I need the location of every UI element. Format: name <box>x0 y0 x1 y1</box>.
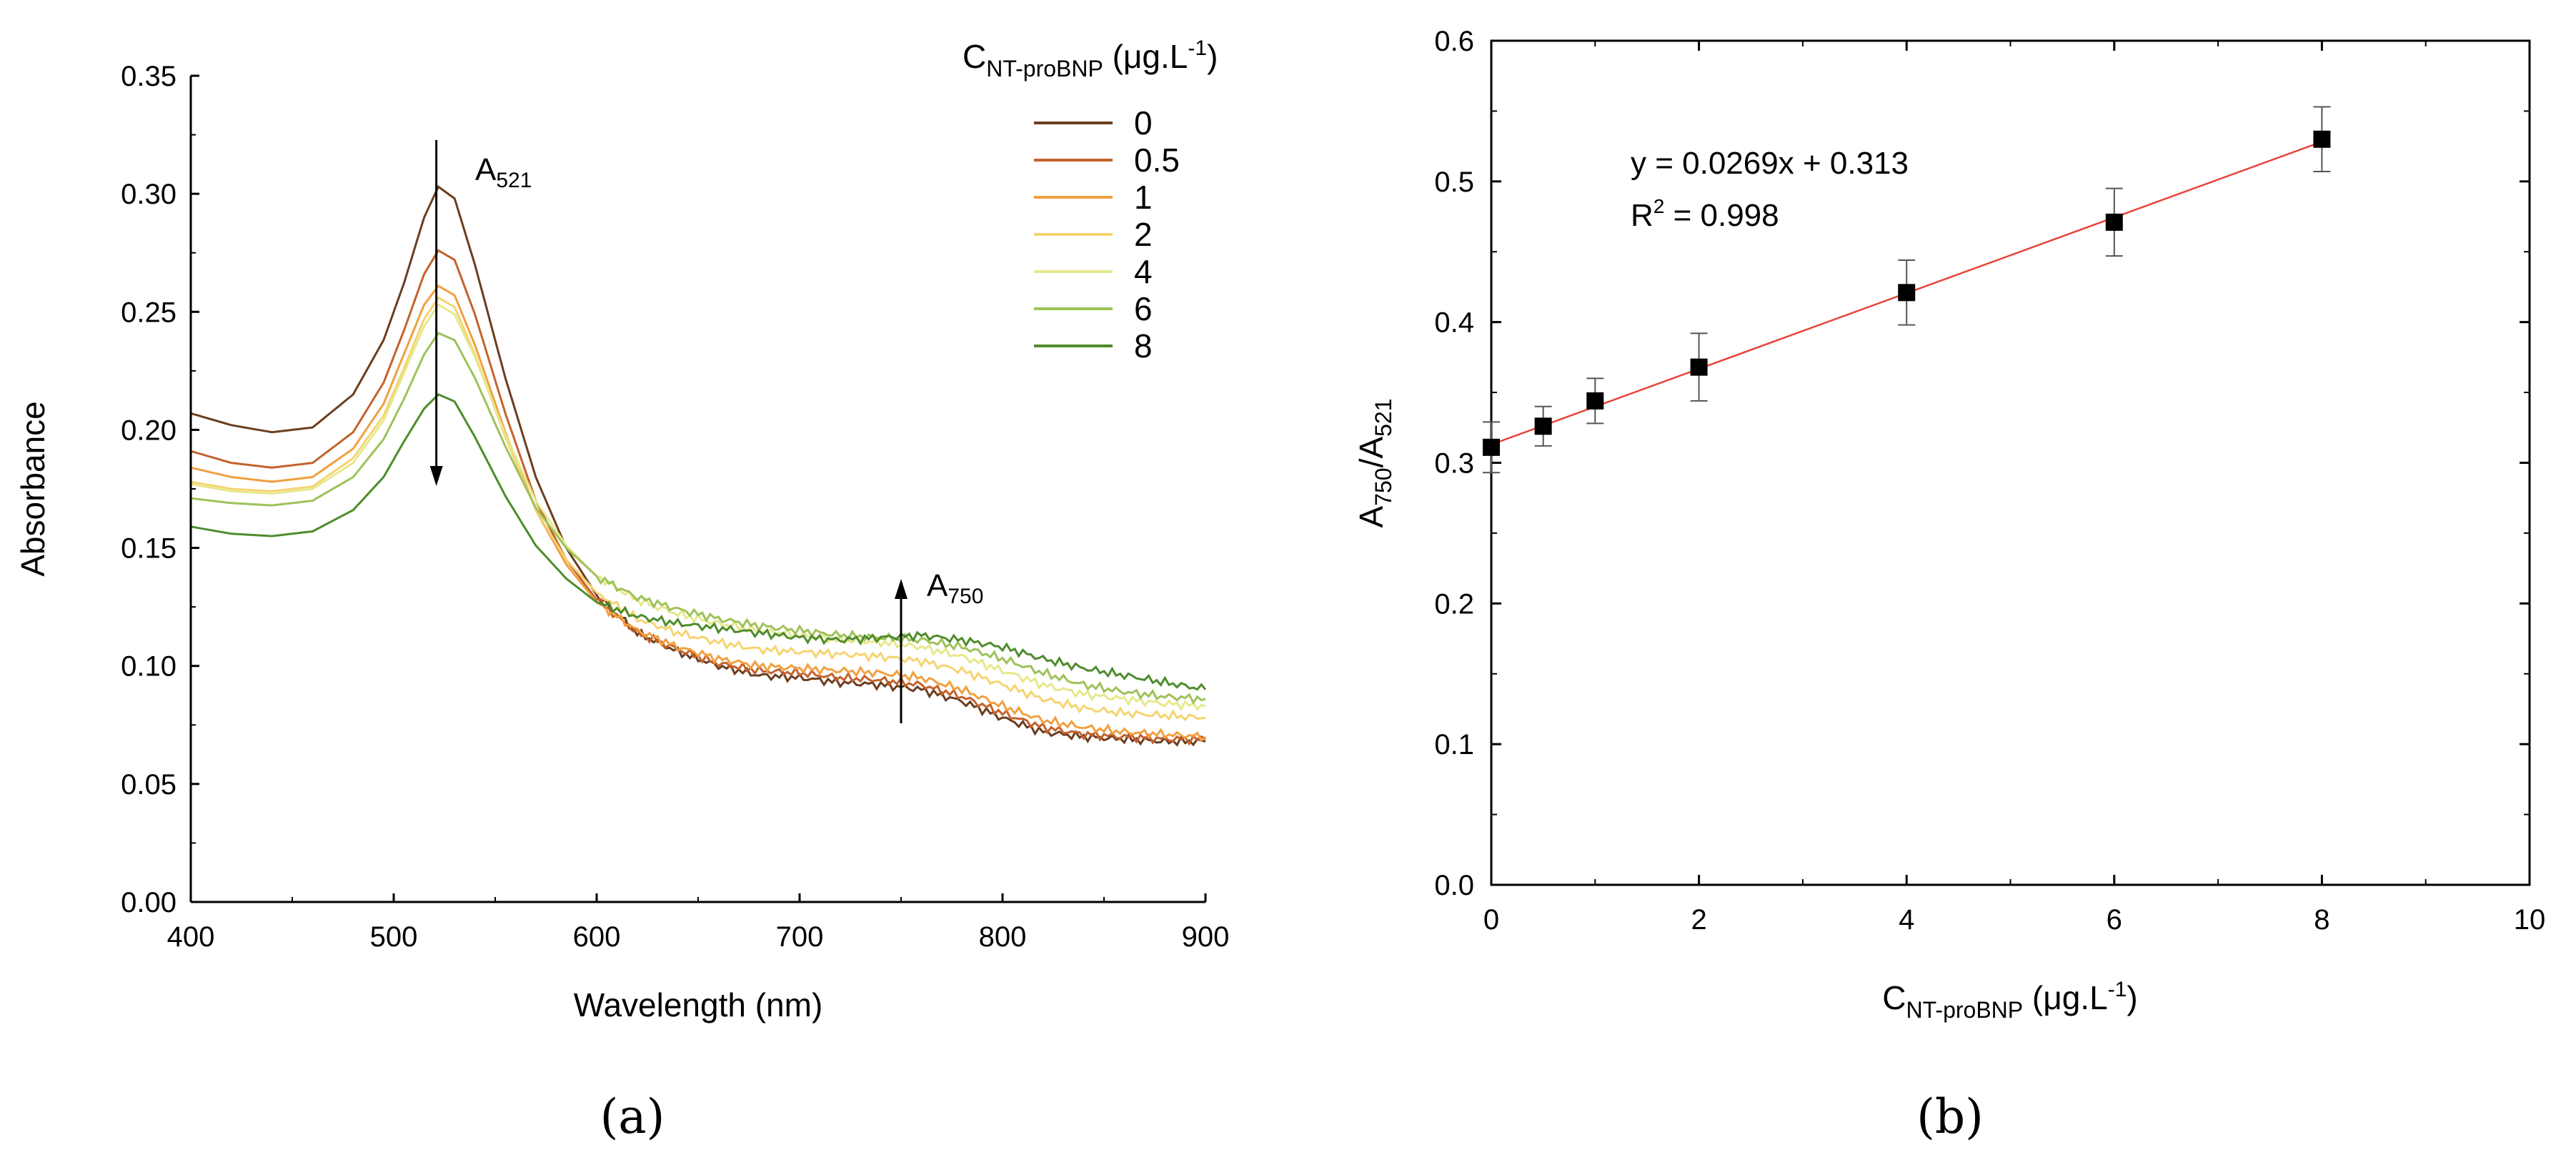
data-point <box>1534 405 1552 447</box>
data-point <box>1690 332 1708 402</box>
legend-label: 1 <box>1134 179 1153 216</box>
y-tick-label: 0.5 <box>1434 167 1474 198</box>
y-tick-label: 0.00 <box>121 887 176 918</box>
legend-label: 4 <box>1134 253 1153 290</box>
x-tick-label: 500 <box>370 921 418 953</box>
x-tick-label: 800 <box>979 921 1027 953</box>
legend-title: CNT-proBNP (μg.L-1) <box>963 36 1218 81</box>
spectrum-line-1 <box>190 284 1207 743</box>
r-squared: R2 = 0.998 <box>1631 195 1779 233</box>
panel-a-x-axis-title: Wavelength (nm) <box>574 986 823 1023</box>
panel-a-x-ticks: 400 500 600 700 800 900 <box>167 893 1230 953</box>
y-tick-label: 0.4 <box>1434 307 1474 339</box>
x-tick-label: 6 <box>2107 904 2122 936</box>
x-tick-label: 0 <box>1483 904 1499 936</box>
square-marker <box>1898 284 1916 302</box>
y-tick-label: 0.3 <box>1434 448 1474 480</box>
absorbance-curves <box>190 184 1207 747</box>
spectrum-line-6 <box>190 332 1206 705</box>
panel-b-y-axis-title: A750/A521 <box>1353 399 1396 528</box>
x-tick-label: 2 <box>1691 904 1706 936</box>
panel-a-y-ticks: 0.00 0.05 0.10 0.15 0.20 0.25 0.30 0.35 <box>121 61 199 918</box>
a750-arrow-head <box>895 579 907 599</box>
y-tick-label: 0.35 <box>121 61 176 92</box>
a521-arrow-head <box>429 466 443 486</box>
data-point <box>1483 421 1500 474</box>
panel-b-calibration-chart: 0 2 4 6 8 10 0.0 0.1 0.2 0.3 0.4 0.5 0.6 y = 0.0269… <box>1353 26 2545 1144</box>
panel-a-y-axis-title: Absorbance <box>14 401 51 577</box>
square-marker <box>1534 417 1552 435</box>
y-tick-label: 0.1 <box>1434 729 1474 760</box>
panel-b-x-axis-title: CNT-proBNP (μg.L-1) <box>1882 978 2137 1023</box>
a750-arrow-annotation: A750 <box>895 568 983 723</box>
legend-label: 0.5 <box>1134 142 1180 179</box>
y-tick-label: 0.2 <box>1434 588 1474 620</box>
x-tick-label: 600 <box>573 921 621 953</box>
spectrum-line-4 <box>190 303 1206 712</box>
y-tick-label: 0.05 <box>121 769 176 800</box>
a521-label: A521 <box>475 152 532 192</box>
y-tick-label: 0.0 <box>1434 870 1474 901</box>
spectrum-line-2 <box>190 296 1206 722</box>
data-point <box>2105 187 2123 257</box>
square-marker <box>2313 130 2331 148</box>
y-tick-label: 0.6 <box>1434 26 1474 57</box>
legend-label: 8 <box>1134 327 1153 365</box>
x-tick-label: 10 <box>2514 904 2546 936</box>
y-tick-label: 0.30 <box>121 179 176 210</box>
legend-label: 0 <box>1134 104 1153 142</box>
x-tick-label: 4 <box>1899 904 1914 936</box>
data-point <box>1898 259 1916 326</box>
data-point <box>2313 106 2331 173</box>
panel-b-x-ticks: 0 2 4 6 8 10 <box>1483 41 2545 936</box>
data-point <box>1586 377 1604 425</box>
a521-arrow-annotation: A521 <box>429 140 532 486</box>
square-marker <box>1690 358 1708 376</box>
calibration-points <box>1483 106 2331 474</box>
x-tick-label: 900 <box>1182 921 1230 953</box>
y-tick-label: 0.15 <box>121 533 176 565</box>
y-tick-label: 0.10 <box>121 651 176 683</box>
spectrum-line-0-5 <box>190 249 1206 746</box>
x-tick-label: 700 <box>776 921 824 953</box>
legend-label: 6 <box>1134 290 1153 327</box>
x-tick-label: 400 <box>167 921 215 953</box>
panel-b-label: (b) <box>1916 1089 1984 1144</box>
y-tick-label: 0.20 <box>121 415 176 446</box>
square-marker <box>2105 213 2123 231</box>
panel-a-spectra-chart: 400 500 600 700 800 900 0.000.050.100.150.200… <box>14 36 1229 1144</box>
fit-equation: y = 0.0269x + 0.313 <box>1631 146 1909 181</box>
spectrum-line-0 <box>190 184 1206 747</box>
y-tick-label: 0.25 <box>121 297 176 328</box>
legend-label: 2 <box>1134 216 1153 253</box>
spectrum-line-8 <box>190 393 1207 691</box>
panel-a-label: (a) <box>600 1089 665 1144</box>
square-marker <box>1483 438 1500 456</box>
x-tick-label: 8 <box>2314 904 2329 936</box>
square-marker <box>1586 392 1604 410</box>
a750-label: A750 <box>927 568 983 608</box>
panel-b-y-ticks: 0.0 0.1 0.2 0.3 0.4 0.5 0.6 <box>1434 26 2530 901</box>
